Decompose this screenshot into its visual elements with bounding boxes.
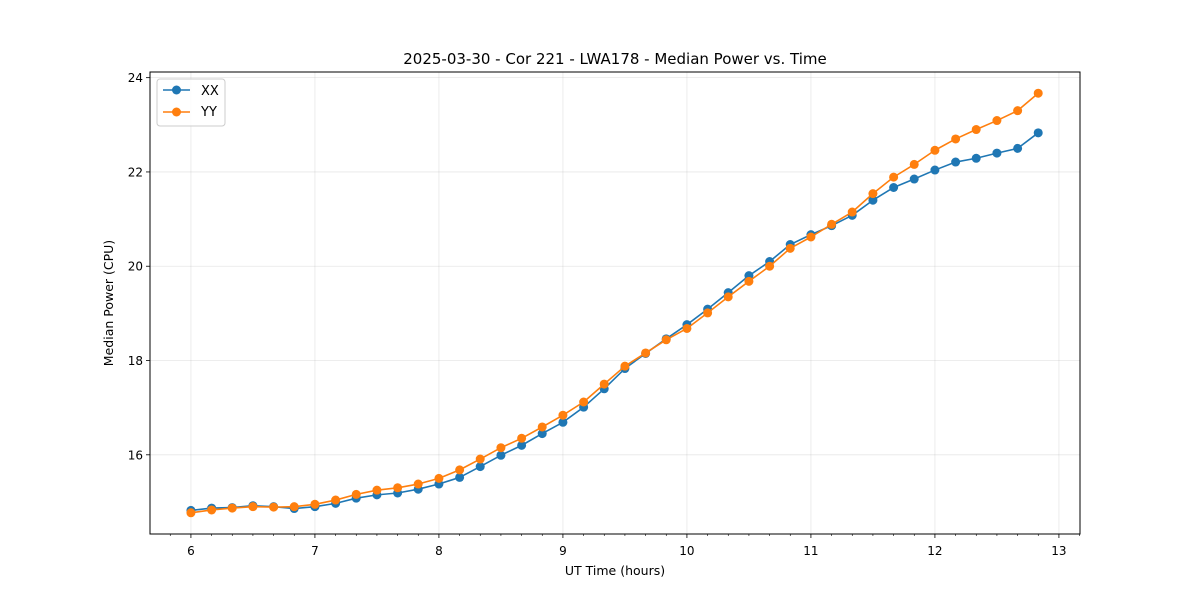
data-point-xx <box>1013 143 1023 153</box>
data-point-yy <box>496 443 506 453</box>
data-point-yy <box>889 172 899 182</box>
series-line-xx <box>190 132 1039 512</box>
legend: XX YY <box>156 78 226 127</box>
x-tick-label: 12 <box>927 544 942 558</box>
data-point-yy <box>599 379 609 389</box>
data-point-yy <box>207 505 217 515</box>
data-point-yy <box>475 454 485 464</box>
data-point-yy <box>951 134 961 144</box>
data-point-xx <box>889 183 899 192</box>
y-tick-label: 24 <box>128 71 143 85</box>
x-tick-label: 9 <box>559 544 567 558</box>
data-point-yy <box>248 502 258 512</box>
data-point-yy <box>909 159 919 169</box>
series-line-yy <box>190 92 1039 514</box>
data-point-yy <box>579 397 589 407</box>
data-point-yy <box>1013 106 1023 116</box>
data-point-yy <box>372 485 382 495</box>
axis-ticks: 6 7 8 9 10 11 12 13 16 18 20 22 24 <box>128 71 1080 558</box>
data-point-xx <box>1033 128 1043 138</box>
y-tick-label: 18 <box>128 354 143 368</box>
data-point-yy <box>744 276 754 286</box>
data-point-yy <box>661 335 671 345</box>
legend-yy-marker <box>172 107 181 117</box>
x-tick-label: 13 <box>1051 544 1066 558</box>
data-point-yy <box>806 232 816 242</box>
x-tick-label: 10 <box>679 544 694 558</box>
legend-xx-marker <box>172 85 181 95</box>
data-point-yy <box>434 473 444 483</box>
data-point-yy <box>682 323 692 333</box>
data-point-xx <box>496 450 506 460</box>
data-point-xx <box>455 472 465 482</box>
y-tick-label: 20 <box>128 260 143 274</box>
x-tick-label: 8 <box>435 544 443 558</box>
data-point-yy <box>765 261 775 271</box>
y-axis-label: Median Power (CPU) <box>101 240 116 366</box>
data-point-yy <box>351 489 361 499</box>
data-point-yy <box>992 116 1002 126</box>
data-point-yy <box>537 422 547 432</box>
series-yy <box>186 88 1043 518</box>
data-point-xx <box>517 440 527 450</box>
data-point-yy <box>558 410 568 420</box>
data-point-yy <box>868 189 878 199</box>
grid <box>150 72 1080 534</box>
data-point-yy <box>186 508 196 518</box>
series-layer <box>186 88 1043 518</box>
x-tick-label: 7 <box>311 544 319 558</box>
data-point-xx <box>868 195 878 205</box>
y-tick-label: 16 <box>128 448 143 462</box>
legend-xx-label: XX <box>201 84 219 99</box>
data-point-yy <box>620 361 630 371</box>
data-point-yy <box>517 433 527 443</box>
data-point-yy <box>723 292 733 302</box>
x-tick-label: 6 <box>187 544 195 558</box>
data-point-yy <box>289 502 299 512</box>
data-point-xx <box>909 174 919 184</box>
data-point-yy <box>310 499 320 509</box>
x-tick-label: 11 <box>803 544 818 558</box>
data-point-xx <box>992 148 1002 158</box>
data-point-yy <box>1033 88 1043 98</box>
data-point-xx <box>951 157 961 167</box>
data-point-xx <box>475 462 485 472</box>
chart-title: 2025-03-30 - Cor 221 - LWA178 - Median P… <box>403 50 827 68</box>
y-tick-label: 22 <box>128 165 143 179</box>
data-point-yy <box>827 219 837 229</box>
data-point-yy <box>703 308 713 318</box>
data-point-yy <box>227 503 237 513</box>
data-point-yy <box>413 479 423 489</box>
data-point-yy <box>269 502 279 512</box>
data-point-yy <box>971 125 981 135</box>
data-point-yy <box>847 207 857 217</box>
data-point-yy <box>785 243 795 253</box>
data-point-yy <box>393 483 403 493</box>
data-point-yy <box>641 348 651 358</box>
data-point-yy <box>455 465 465 475</box>
legend-yy-label: YY <box>200 105 217 120</box>
data-point-xx <box>537 429 547 439</box>
data-point-xx <box>971 153 981 163</box>
data-point-xx <box>558 417 568 427</box>
data-point-yy <box>930 145 940 155</box>
plot-frame <box>149 71 1081 535</box>
data-point-xx <box>930 165 940 175</box>
x-axis-label: UT Time (hours) <box>565 563 665 578</box>
data-point-yy <box>331 495 341 505</box>
